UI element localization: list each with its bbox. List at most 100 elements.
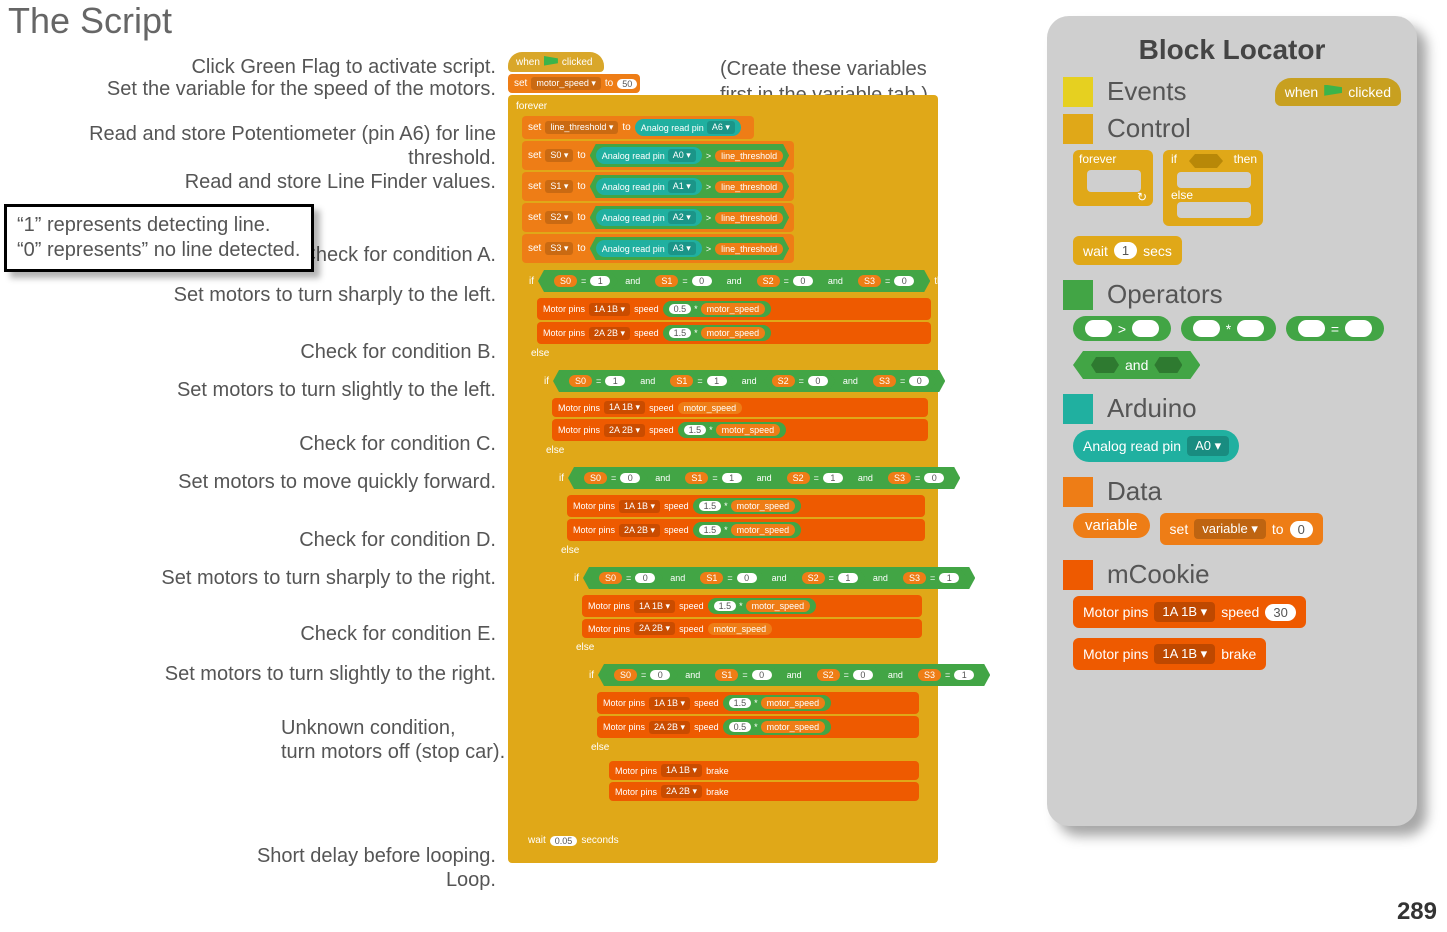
annot-10: Set motors to move quickly forward. xyxy=(178,470,496,494)
mul-label: * xyxy=(1226,321,1231,337)
to-label: to xyxy=(1272,521,1284,537)
one-pill[interactable]: 1 xyxy=(1114,242,1137,259)
motor-block[interactable]: Motor pins 1A 1B ▾ speed 1.5 * motor_spe… xyxy=(597,692,919,714)
annot-16: Short delay before looping. xyxy=(257,844,496,868)
pin-dropdown[interactable]: A0 ▾ xyxy=(1187,436,1229,456)
analog-read-a6[interactable]: Analog read pin A6 ▾ xyxy=(635,119,741,136)
data-label: Data xyxy=(1107,476,1162,507)
arduino-label: Arduino xyxy=(1107,393,1197,424)
motor-block[interactable]: Motor pins 2A 2B ▾ speed 0.5 * motor_spe… xyxy=(597,716,919,738)
loc-variable-pill[interactable]: variable xyxy=(1073,513,1150,538)
else-label: else xyxy=(1171,188,1193,202)
annot-8: Set motors to turn slightly to the left. xyxy=(177,378,496,402)
seconds-label: seconds xyxy=(581,835,618,846)
set-sensor-block[interactable]: setS2 ▾toAnalog read pin A2 ▾>line_thres… xyxy=(522,203,794,232)
then-label: then xyxy=(1234,152,1257,166)
control-swatch xyxy=(1063,114,1093,144)
page-title: The Script xyxy=(8,0,172,42)
motor-pins-label: Motor pins xyxy=(1083,646,1148,662)
annot-11: Check for condition D. xyxy=(299,528,496,552)
wait-label: wait xyxy=(528,835,546,846)
motor-brake-block[interactable]: Motor pins 2A 2B ▾ brake xyxy=(609,782,919,801)
analog-read-label: Analog read pin xyxy=(1083,438,1181,454)
page-number: 289 xyxy=(1397,898,1437,926)
pins-dropdown[interactable]: 1A 1B ▾ xyxy=(1154,644,1215,664)
motor-block[interactable]: Motor pins 1A 1B ▾ speed 1.5 * motor_spe… xyxy=(567,495,925,517)
var-dropdown[interactable]: variable ▾ xyxy=(1194,519,1266,539)
when-label: when xyxy=(516,57,540,68)
eq-label: = xyxy=(1331,321,1339,337)
when-label: when xyxy=(1285,84,1318,100)
cat-data: Data xyxy=(1063,476,1401,507)
set-label: set xyxy=(1170,521,1189,537)
value-pill[interactable]: 50 xyxy=(617,79,637,89)
loc-gt-block[interactable]: > xyxy=(1073,316,1171,341)
annot-14: Set motors to turn slightly to the right… xyxy=(165,662,496,686)
loc-and-block[interactable]: and xyxy=(1073,351,1200,379)
cat-operators: Operators xyxy=(1063,279,1401,310)
loc-motor-brake-block[interactable]: Motor pins 1A 1B ▾ brake xyxy=(1073,638,1266,670)
ifelse-block[interactable]: ifS0 = 0andS1 = 0andS2 = 1andS3 = 1thenM… xyxy=(567,562,925,813)
mcookie-label: mCookie xyxy=(1107,559,1210,590)
zero-pill[interactable]: 0 xyxy=(1290,521,1313,538)
var-dropdown[interactable]: line_threshold ▾ xyxy=(545,121,618,134)
motor-block[interactable]: Motor pins 2A 2B ▾ speed 1.5 * motor_spe… xyxy=(552,419,928,441)
operators-swatch xyxy=(1063,280,1093,310)
ifelse-block[interactable]: ifS0 = 0andS1 = 0andS2 = 0andS3 = 1thenM… xyxy=(582,659,922,808)
annot-12: Set motors to turn sharply to the right. xyxy=(161,566,496,590)
gt-label: > xyxy=(1118,321,1126,337)
var-dropdown[interactable]: motor_speed ▾ xyxy=(531,77,601,90)
loc-when-clicked-block[interactable]: when clicked xyxy=(1275,78,1401,106)
note-line-1: “1” represents detecting line. xyxy=(17,213,301,238)
annot-13: Check for condition E. xyxy=(300,622,496,646)
and-label: and xyxy=(1125,357,1148,373)
when-flag-clicked-block[interactable]: when clicked xyxy=(508,52,604,72)
ifelse-block[interactable]: ifS0 = 0andS1 = 1andS2 = 1andS3 = 0thenM… xyxy=(552,462,928,818)
loc-set-var-block[interactable]: set variable ▾ to 0 xyxy=(1160,513,1323,545)
delay-pill[interactable]: 0.05 xyxy=(550,836,578,846)
motor-block[interactable]: Motor pins 2A 2B ▾ speed 1.5 * motor_spe… xyxy=(537,322,931,344)
set-motor-speed-block[interactable]: set motor_speed ▾ to 50 xyxy=(508,74,640,93)
pin-dropdown[interactable]: A6 ▾ xyxy=(707,121,735,134)
ifelse-block[interactable]: ifS0 = 1andS1 = 0andS2 = 0andS3 = 0thenM… xyxy=(522,265,934,828)
motor-brake-block[interactable]: Motor pins 1A 1B ▾ brake xyxy=(609,761,919,780)
secs-label: secs xyxy=(1143,243,1172,259)
set-label: set xyxy=(514,78,527,89)
pins-dropdown[interactable]: 1A 1B ▾ xyxy=(1154,602,1215,622)
set-sensor-block[interactable]: setS1 ▾toAnalog read pin A1 ▾>line_thres… xyxy=(522,172,794,201)
if-label: if xyxy=(1171,152,1177,166)
mcookie-swatch xyxy=(1063,560,1093,590)
set-sensor-block[interactable]: setS0 ▾toAnalog read pin A0 ▾>line_thres… xyxy=(522,141,794,170)
set-sensor-block[interactable]: setS3 ▾toAnalog read pin A3 ▾>line_thres… xyxy=(522,234,794,263)
set-line-threshold-block[interactable]: set line_threshold ▾ to Analog read pin … xyxy=(522,116,754,139)
motor-block[interactable]: Motor pins 1A 1B ▾ speed 0.5 * motor_spe… xyxy=(537,298,931,320)
control-label: Control xyxy=(1107,113,1191,144)
hex-slot xyxy=(1154,357,1182,373)
motor-block[interactable]: Motor pins 1A 1B ▾ speed motor_speed xyxy=(552,398,928,417)
loc-eq-block[interactable]: = xyxy=(1286,316,1384,341)
forever-block[interactable]: forever set line_threshold ▾ to Analog r… xyxy=(508,95,938,863)
motor-block[interactable]: Motor pins 2A 2B ▾ speed motor_speed xyxy=(582,619,922,638)
cat-arduino: Arduino xyxy=(1063,393,1401,424)
motor-block[interactable]: Motor pins 2A 2B ▾ speed 1.5 * motor_spe… xyxy=(567,519,925,541)
loc-ifelse-block[interactable]: if then else xyxy=(1163,150,1263,226)
clicked-label: clicked xyxy=(1348,84,1391,100)
speed-pill[interactable]: 30 xyxy=(1265,604,1295,621)
speed-label: speed xyxy=(1221,604,1259,620)
loc-analog-read-block[interactable]: Analog read pin A0 ▾ xyxy=(1073,430,1239,462)
block-locator-panel: Block Locator Events when clicked Contro… xyxy=(1047,16,1417,826)
loc-motor-speed-block[interactable]: Motor pins 1A 1B ▾ speed 30 xyxy=(1073,596,1306,628)
hex-slot xyxy=(1189,154,1223,168)
motor-pins-label: Motor pins xyxy=(1083,604,1148,620)
loc-mul-block[interactable]: * xyxy=(1181,316,1276,341)
forever-label: forever xyxy=(1079,152,1116,166)
loc-wait-block[interactable]: wait 1 secs xyxy=(1073,236,1182,265)
annot-15a: Unknown condition, xyxy=(281,716,456,740)
forever-label: forever xyxy=(512,99,934,114)
wait-block[interactable]: wait 0.05 seconds xyxy=(522,832,644,849)
ifelse-block[interactable]: ifS0 = 1andS1 = 1andS2 = 0andS3 = 0thenM… xyxy=(537,365,931,823)
loc-forever-block[interactable]: forever ↻ xyxy=(1073,150,1153,206)
annot-4: Read and store Line Finder values. xyxy=(185,170,496,194)
motor-block[interactable]: Motor pins 1A 1B ▾ speed 1.5 * motor_spe… xyxy=(582,595,922,617)
note-line-2: “0” represents” no line detected. xyxy=(17,238,301,263)
